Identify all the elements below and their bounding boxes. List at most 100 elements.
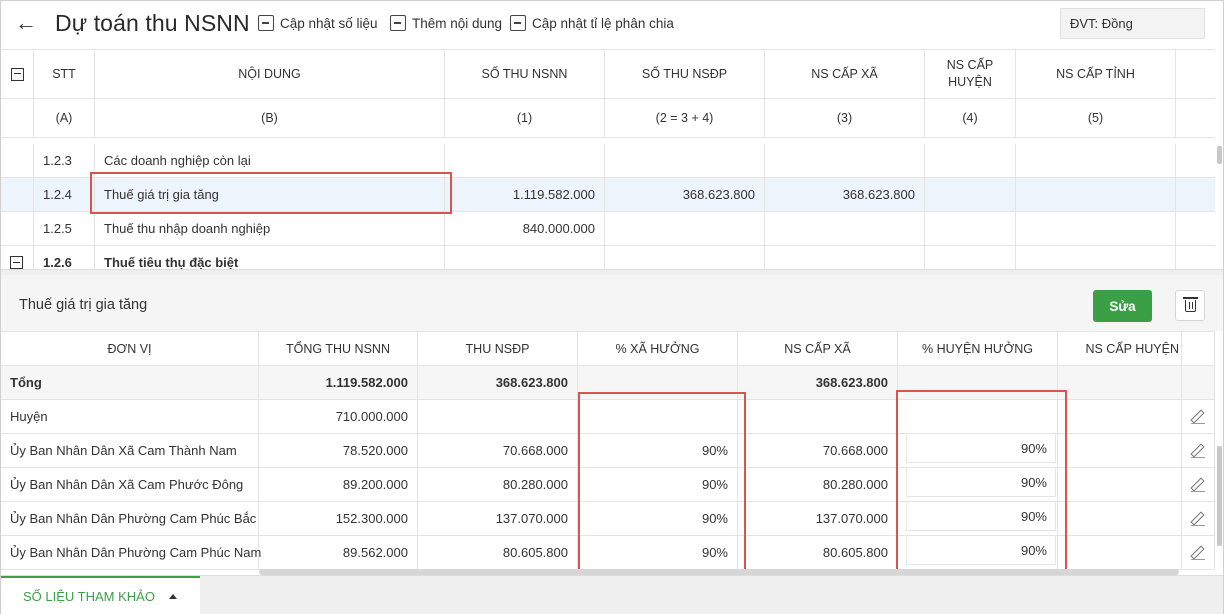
total-row: Tổng 1.119.582.000 368.623.800 368.623.8… xyxy=(1,366,1215,400)
row-xa xyxy=(765,144,925,177)
row-nsnn: 710.000.000 xyxy=(259,400,418,433)
table-row[interactable]: 1.2.5 Thuế thu nhập doanh nghiệp 840.000… xyxy=(1,212,1215,246)
row-pct-xa xyxy=(578,366,738,399)
page-header: ← Dự toán thu NSNN Cập nhật số liệu Thêm… xyxy=(1,1,1223,49)
table-row[interactable]: Ủy Ban Nhân Dân Xã Cam Phước Đông 89.200… xyxy=(1,468,1215,502)
unit-field: ĐVT: Đồng xyxy=(1060,8,1205,39)
row-content: Các doanh nghiệp còn lại xyxy=(95,144,445,177)
pencil-icon xyxy=(1191,444,1205,458)
row-xa: 368.623.800 xyxy=(738,366,898,399)
row-pct-xa[interactable]: 90% xyxy=(578,536,738,569)
row-edit-button[interactable] xyxy=(1182,536,1215,569)
col-xa: NS CẤP XÃ xyxy=(738,332,898,365)
calculator-icon xyxy=(258,15,274,31)
row-xa: 137.070.000 xyxy=(738,502,898,535)
row-xa xyxy=(765,246,925,271)
row-nsnn: 152.300.000 xyxy=(259,502,418,535)
row-xa xyxy=(738,400,898,433)
subheader: (2 = 3 + 4) xyxy=(605,99,765,137)
reference-tab-label: SỐ LIỆU THAM KHẢO xyxy=(23,589,155,604)
row-content: Thuế giá trị gia tăng xyxy=(95,178,445,211)
row-huyen xyxy=(1058,502,1182,535)
row-content: Thuế thu nhập doanh nghiệp xyxy=(95,212,445,245)
row-pct-xa xyxy=(578,400,738,433)
pencil-icon xyxy=(1191,512,1205,526)
row-nsnn xyxy=(445,144,605,177)
minus-box-icon xyxy=(10,256,23,269)
col-nsdp: THU NSĐP xyxy=(418,332,578,365)
table-row-group[interactable]: 1.2.6 Thuế tiêu thụ đặc biệt xyxy=(1,246,1215,271)
table-row-selected[interactable]: 1.2.4 Thuế giá trị gia tăng 1.119.582.00… xyxy=(1,178,1215,212)
add-document-icon xyxy=(390,15,406,31)
table-row[interactable]: Huyện 710.000.000 xyxy=(1,400,1215,434)
row-unit: Tổng xyxy=(1,366,259,399)
row-xa: 368.623.800 xyxy=(765,178,925,211)
col-huyen: NS CẤP HUYỆN xyxy=(1058,332,1182,365)
top-table-scroll-thumb[interactable] xyxy=(1217,146,1222,164)
row-collapse-toggle[interactable] xyxy=(1,246,34,271)
row-nsnn xyxy=(445,246,605,271)
pct-huyen-input[interactable]: 90% xyxy=(906,433,1056,463)
row-nsnn: 1.119.582.000 xyxy=(445,178,605,211)
subheader: (A) xyxy=(34,99,95,137)
update-data-button[interactable]: Cập nhật số liệu xyxy=(258,15,378,31)
pct-huyen-input[interactable]: 90% xyxy=(906,467,1056,497)
page-title: Dự toán thu NSNN xyxy=(55,10,250,36)
subheader: (B) xyxy=(95,99,445,137)
row-edit-button[interactable] xyxy=(1182,400,1215,433)
row-pct-xa[interactable]: 90% xyxy=(578,468,738,501)
row-nsdp: 368.623.800 xyxy=(605,178,765,211)
update-ratio-button[interactable]: Cập nhật tỉ lệ phân chia xyxy=(510,15,674,31)
row-pct-huyen xyxy=(898,366,1058,399)
horizontal-scrollbar[interactable] xyxy=(259,569,1179,575)
row-nsnn: 840.000.000 xyxy=(445,212,605,245)
row-xa: 80.280.000 xyxy=(738,468,898,501)
table-header-row: ĐƠN VỊ TỔNG THU NSNN THU NSĐP % XÃ HƯỞNG… xyxy=(1,331,1215,366)
row-pct-xa[interactable]: 90% xyxy=(578,502,738,535)
footer-bar: SỐ LIỆU THAM KHẢO xyxy=(1,575,1223,614)
allocation-table: ĐƠN VỊ TỔNG THU NSNN THU NSĐP % XÃ HƯỞNG… xyxy=(1,331,1223,575)
table-row[interactable]: 1.2.3 Các doanh nghiệp còn lại xyxy=(1,144,1215,178)
row-stt: 1.2.4 xyxy=(34,178,95,211)
detail-panel-header: Thuế giá trị gia tăng Sửa xyxy=(1,275,1223,331)
row-nsnn: 1.119.582.000 xyxy=(259,366,418,399)
splitter[interactable] xyxy=(1,269,1223,275)
edit-button[interactable]: Sửa xyxy=(1093,290,1152,322)
row-unit: Huyện xyxy=(1,400,259,433)
pct-huyen-input[interactable]: 90% xyxy=(906,535,1056,565)
table-row[interactable]: Ủy Ban Nhân Dân Xã Cam Thành Nam 78.520.… xyxy=(1,434,1215,468)
table-row[interactable]: Ủy Ban Nhân Dân Phường Cam Phúc Bắc 152.… xyxy=(1,502,1215,536)
row-edit-button[interactable] xyxy=(1182,502,1215,535)
reference-data-tab[interactable]: SỐ LIỆU THAM KHẢO xyxy=(1,576,200,614)
subheader: (4) xyxy=(925,99,1016,137)
row-stt: 1.2.3 xyxy=(34,144,95,177)
vertical-scroll-thumb[interactable] xyxy=(1217,446,1222,546)
pencil-icon xyxy=(1191,546,1205,560)
col-tinh: NS CẤP TỈNH xyxy=(1016,50,1176,98)
col-huyen: NS CẤP HUYỆN xyxy=(925,50,1016,98)
col-pct-huyen: % HUYỆN HƯỞNG xyxy=(898,332,1058,365)
pencil-icon xyxy=(1191,410,1205,424)
row-xa: 70.668.000 xyxy=(738,434,898,467)
pct-huyen-input[interactable]: 90% xyxy=(906,501,1056,531)
row-nsnn: 89.200.000 xyxy=(259,468,418,501)
collapse-all-toggle[interactable] xyxy=(1,50,34,98)
pencil-icon xyxy=(1191,478,1205,492)
row-nsdp xyxy=(605,212,765,245)
table-header-row: STT NỘI DUNG SỐ THU NSNN SỐ THU NSĐP NS … xyxy=(1,49,1215,99)
row-nsdp xyxy=(605,246,765,271)
back-arrow-icon[interactable]: ← xyxy=(15,10,37,35)
col-content: NỘI DUNG xyxy=(95,50,445,98)
trash-icon xyxy=(1183,297,1198,312)
add-content-button[interactable]: Thêm nội dung xyxy=(390,15,502,31)
detail-title: Thuế giá trị gia tăng xyxy=(19,297,148,313)
delete-button[interactable] xyxy=(1175,290,1205,321)
row-pct-xa[interactable]: 90% xyxy=(578,434,738,467)
row-huyen xyxy=(1058,366,1182,399)
col-unit: ĐƠN VỊ xyxy=(1,332,259,365)
row-edit-button[interactable] xyxy=(1182,434,1215,467)
row-edit-button[interactable] xyxy=(1182,468,1215,501)
row-pct-huyen xyxy=(898,400,1058,433)
caret-up-icon xyxy=(168,594,177,599)
row-nsdp: 137.070.000 xyxy=(418,502,578,535)
